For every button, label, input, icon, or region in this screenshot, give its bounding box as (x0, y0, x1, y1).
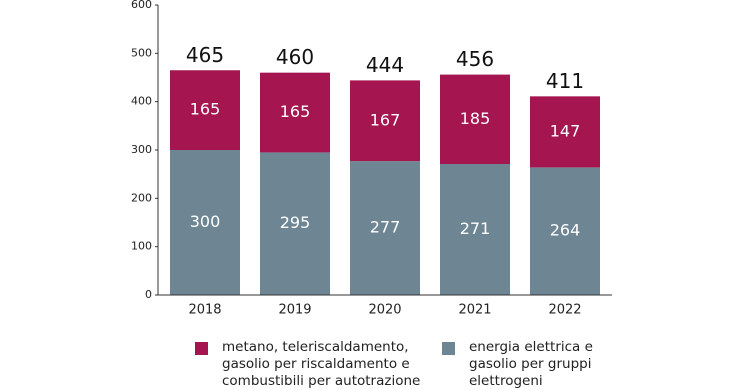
bar-segment (350, 161, 420, 295)
total-label: 456 (456, 47, 494, 71)
x-tick-label: 2018 (188, 303, 221, 318)
y-tick-label: 100 (131, 240, 152, 253)
bar-segment (530, 167, 600, 295)
value-label: 165 (190, 100, 221, 119)
y-tick-label: 400 (131, 95, 152, 108)
value-label: 271 (460, 219, 491, 238)
legend-item: energia elettrica e gasolio per gruppi e… (442, 339, 619, 390)
value-label: 295 (280, 213, 311, 232)
value-label: 185 (460, 109, 491, 128)
legend-swatch (442, 342, 455, 355)
y-tick-label: 300 (131, 143, 152, 156)
bar-segment (530, 96, 600, 168)
legend-label: energia elettrica e gasolio per gruppi e… (469, 339, 593, 389)
bar-segment (260, 152, 330, 295)
value-label: 264 (550, 221, 581, 240)
legend-swatch (195, 342, 208, 355)
y-tick-label: 200 (131, 191, 152, 204)
total-label: 444 (366, 53, 404, 77)
x-tick-label: 2021 (458, 303, 491, 318)
bar-segment (170, 150, 240, 295)
legend-label: metano, teleriscaldamento, gasolio per r… (222, 339, 421, 389)
value-label: 165 (280, 102, 311, 121)
value-label: 300 (190, 212, 221, 231)
total-label: 465 (186, 43, 224, 67)
bar-segment (170, 70, 240, 150)
total-label: 411 (546, 69, 584, 93)
value-label: 277 (370, 218, 401, 237)
bar-segment (350, 80, 420, 162)
value-label: 147 (550, 121, 581, 140)
bar-segment (440, 74, 510, 165)
bar-segment (440, 164, 510, 295)
y-tick-label: 600 (131, 0, 152, 11)
legend-item: metano, teleriscaldamento, gasolio per r… (195, 339, 422, 390)
value-label: 167 (370, 110, 401, 129)
x-tick-label: 2020 (368, 303, 401, 318)
y-tick-label: 500 (131, 46, 152, 59)
total-label: 460 (276, 45, 314, 69)
y-tick-label: 0 (145, 288, 152, 301)
x-tick-label: 2019 (278, 303, 311, 318)
x-tick-label: 2022 (548, 303, 581, 318)
bar-segment (260, 72, 330, 153)
